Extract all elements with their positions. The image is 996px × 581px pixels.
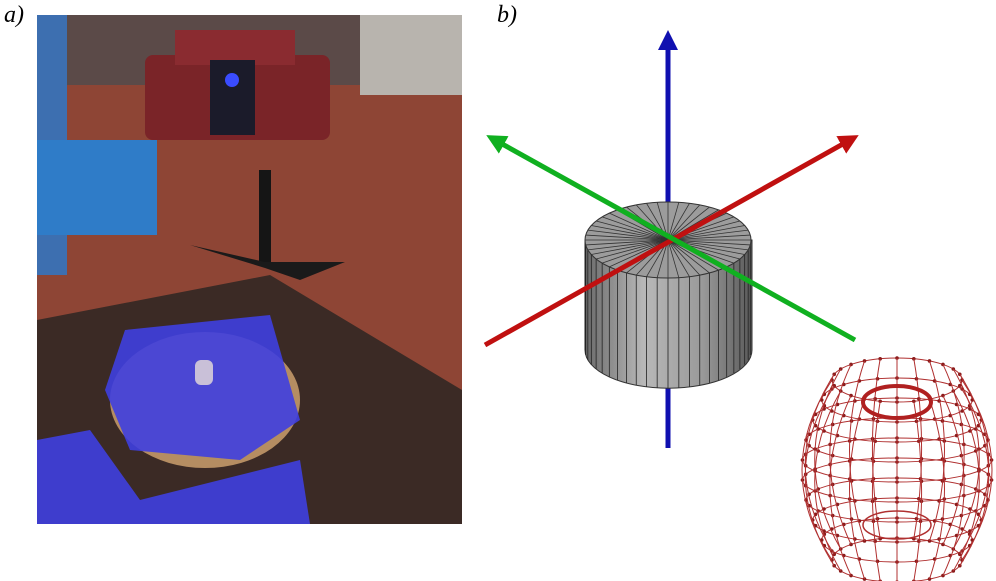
panel-label: a) xyxy=(4,2,24,28)
cloud-meridian xyxy=(815,369,841,549)
cloud-meridian xyxy=(872,401,880,581)
cloud-meridian xyxy=(953,369,979,549)
photo xyxy=(37,15,462,524)
cloud-meridian xyxy=(872,359,880,539)
cloud-meridian xyxy=(914,359,922,539)
cloud-meridian xyxy=(914,401,922,581)
figure: a) b) xyxy=(0,0,996,581)
render-3d xyxy=(485,40,855,448)
point-cloud xyxy=(801,356,994,581)
panel-label: b) xyxy=(497,2,517,28)
